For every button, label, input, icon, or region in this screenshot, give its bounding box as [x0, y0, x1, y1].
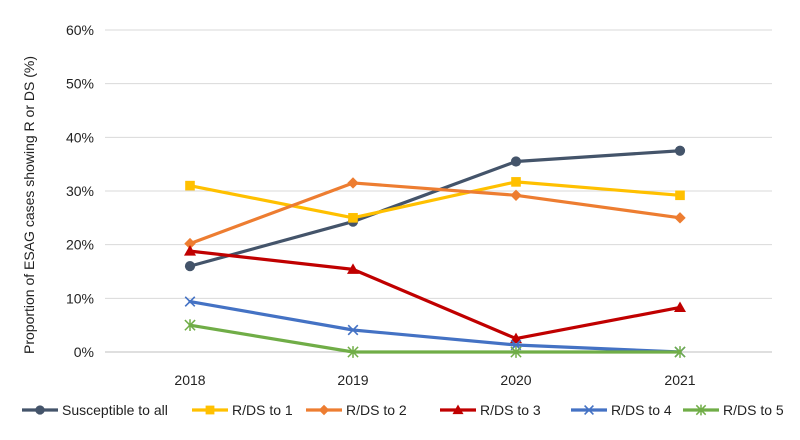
series-layer: [184, 145, 686, 358]
legend-item: R/DS to 5: [683, 402, 784, 418]
data-point: [35, 405, 45, 415]
legend-item: Susceptible to all: [22, 402, 168, 418]
data-point: [184, 296, 196, 307]
series-line: [188, 149, 682, 268]
data-point: [184, 245, 196, 256]
y-tick-label: 20%: [66, 237, 94, 253]
y-tick-label: 40%: [66, 129, 94, 145]
legend-item: R/DS to 4: [571, 402, 672, 418]
data-point: [184, 237, 196, 250]
data-point: [675, 190, 685, 201]
series-line: [188, 299, 682, 354]
series-4: [184, 245, 686, 344]
x-tick-label: 2020: [500, 372, 531, 388]
legend-label: R/DS to 2: [346, 402, 407, 418]
data-point: [184, 261, 196, 272]
series-3: [184, 177, 686, 250]
legend-item: R/DS to 1: [192, 402, 293, 418]
legend-label: R/DS to 3: [480, 402, 541, 418]
series-2: [185, 177, 685, 223]
data-point: [674, 145, 686, 156]
y-tick-label: 0%: [74, 344, 94, 360]
data-point: [584, 405, 594, 415]
data-point: [695, 404, 707, 416]
data-point: [674, 212, 686, 224]
legend-item: R/DS to 3: [440, 402, 541, 418]
data-point: [347, 263, 359, 274]
x-tick-label: 2018: [174, 372, 205, 388]
data-point: [184, 319, 196, 332]
data-point: [318, 404, 330, 416]
data-point: [205, 405, 215, 415]
data-point: [452, 404, 464, 415]
series-6: [184, 319, 686, 358]
data-point: [185, 180, 195, 191]
data-point: [510, 189, 522, 201]
legend-label: R/DS to 4: [611, 402, 672, 418]
x-axis-tick-labels: 2018 2019 2020 2021: [174, 372, 695, 388]
series-line: [188, 323, 682, 354]
y-tick-label: 30%: [66, 183, 94, 199]
y-tick-label: 50%: [66, 76, 94, 92]
legend-label: R/DS to 5: [723, 402, 784, 418]
data-point: [511, 177, 521, 187]
data-point: [674, 301, 686, 312]
series-line: [188, 249, 682, 341]
y-axis-tick-labels: 0% 10% 20% 30% 40% 50% 60%: [66, 22, 94, 360]
data-point: [510, 156, 522, 167]
series-line: [188, 181, 682, 246]
data-point: [510, 346, 522, 358]
series-line: [188, 180, 682, 220]
data-point: [348, 213, 358, 223]
data-point: [347, 324, 359, 336]
x-tick-label: 2019: [337, 372, 368, 388]
legend-label: Susceptible to all: [62, 402, 168, 418]
legend-label: R/DS to 1: [232, 402, 293, 418]
y-tick-label: 60%: [66, 22, 94, 38]
x-tick-label: 2021: [664, 372, 695, 388]
data-point: [347, 346, 359, 358]
y-tick-label: 10%: [66, 290, 94, 306]
data-point: [347, 177, 359, 189]
data-point: [510, 332, 522, 344]
data-point: [674, 346, 686, 358]
y-axis-label: Proportion of ESAG cases showing R or DS…: [21, 56, 37, 354]
legend-item: R/DS to 2: [306, 402, 407, 418]
legend: Susceptible to all R/DS to 1 R/DS to 2 R/DS…: [22, 402, 784, 418]
